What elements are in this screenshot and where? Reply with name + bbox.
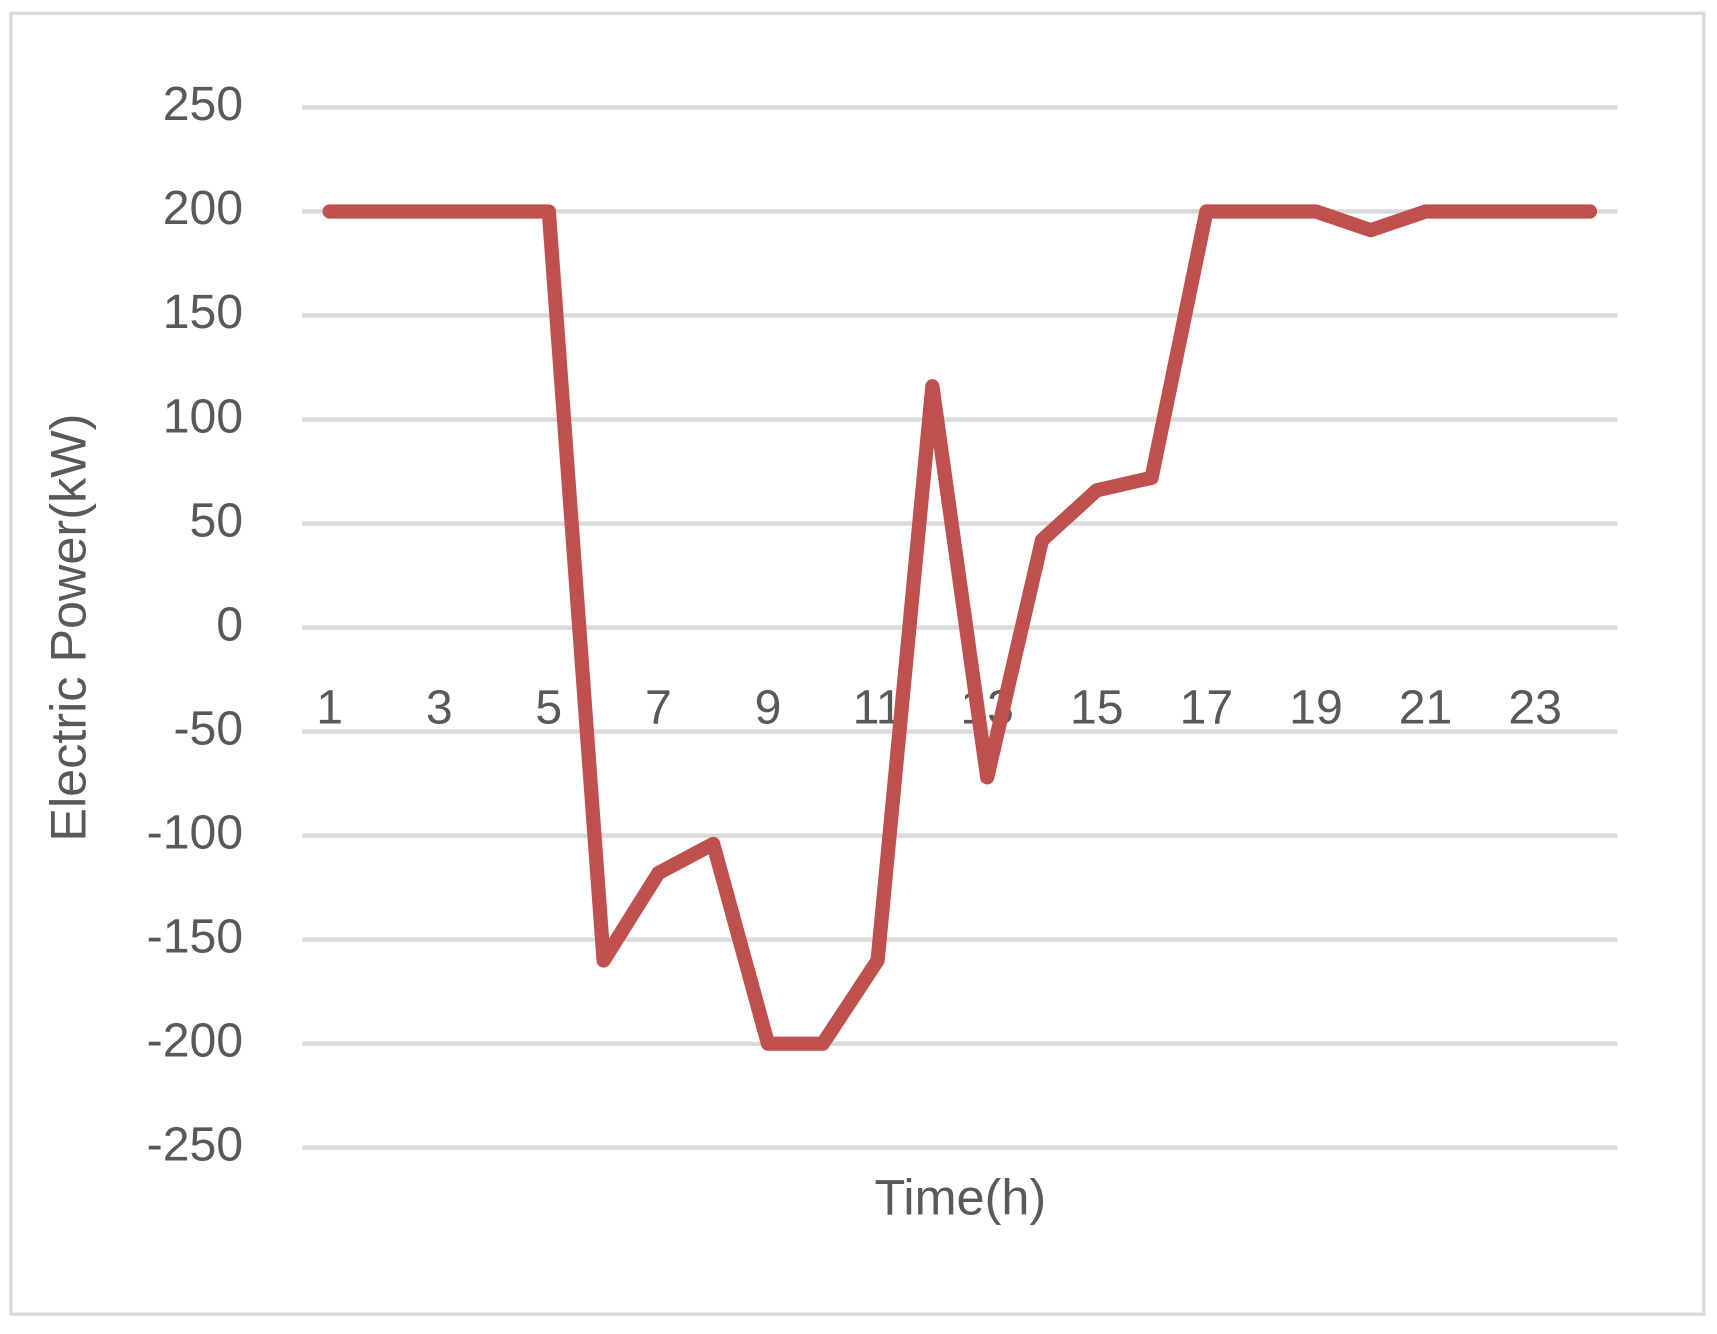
x-tick-label: 7 [645, 681, 672, 735]
x-tick-label: 3 [426, 681, 453, 735]
y-tick-label: -250 [147, 1117, 243, 1171]
x-tick-label: 19 [1289, 681, 1343, 735]
y-tick-label: 50 [190, 493, 244, 547]
y-tick-label: 200 [163, 181, 243, 235]
y-tick-label: -100 [147, 805, 243, 859]
chart-border [9, 11, 1706, 1316]
y-tick-label: 0 [216, 597, 243, 651]
x-tick-label: 1 [316, 681, 343, 735]
y-tick-label: -200 [147, 1013, 243, 1067]
x-tick-label: 9 [755, 681, 782, 735]
y-tick-label: 100 [163, 389, 243, 443]
y-tick-label: -50 [173, 701, 243, 755]
x-tick-label: 23 [1508, 681, 1562, 735]
data-line [322, 204, 1598, 1051]
y-tick-label: -150 [147, 909, 243, 963]
x-axis-title: Time(h) [875, 1169, 1047, 1226]
x-tick-label: 5 [535, 681, 562, 735]
x-tick-label: 15 [1070, 681, 1124, 735]
y-tick-label: 250 [163, 77, 243, 131]
x-tick-label: 21 [1399, 681, 1453, 735]
x-tick-label: 17 [1180, 681, 1234, 735]
y-axis-title: Electric Power(kW) [40, 414, 97, 842]
y-tick-label: 150 [163, 285, 243, 339]
